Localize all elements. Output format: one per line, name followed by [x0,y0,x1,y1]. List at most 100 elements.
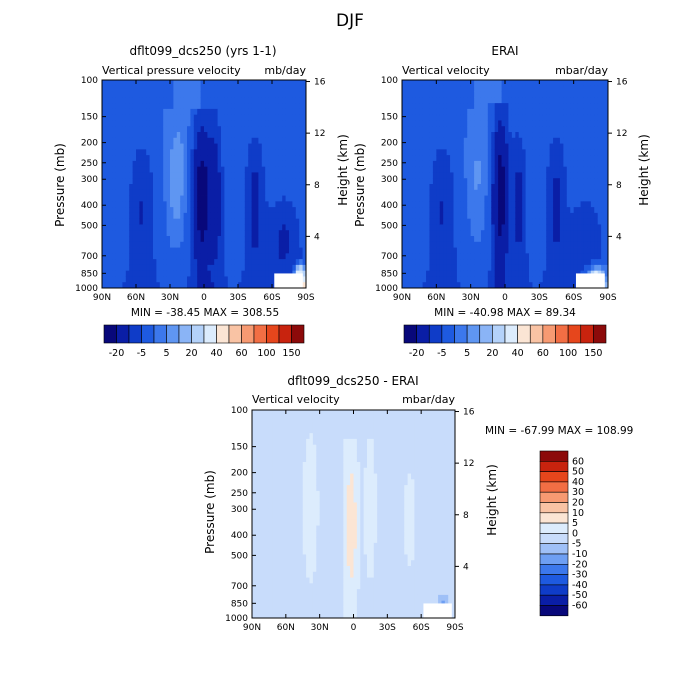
heatmap-cell [470,224,475,231]
heatmap-cell [285,519,290,526]
heatmap-cell [522,126,526,133]
heatmap-cell [166,184,171,191]
heatmap-cell [258,502,263,509]
heatmap-cell [535,126,540,133]
heatmap-cell [594,178,599,185]
heatmap-cell [453,166,458,173]
heatmap-cell [426,108,430,116]
heatmap-cell [221,149,225,156]
heatmap-cell [450,201,454,208]
heatmap-cell [453,270,458,277]
heatmap-cell [258,467,263,474]
heatmap-cell [187,91,191,98]
heatmap-cell [231,114,235,121]
heatmap-cell [577,264,581,272]
heatmap-cell [197,126,201,133]
heatmap-cell [467,120,472,127]
heatmap-cell [415,132,420,139]
heatmap-cell [443,132,448,139]
heatmap-cell [494,247,499,254]
heatmap-cell [463,236,468,243]
heatmap-cell [187,259,191,266]
heatmap-cell [183,108,188,116]
heatmap-cell [556,195,561,202]
heatmap-cell [272,571,277,578]
heatmap-cell [498,160,502,168]
heatmap-cell [295,583,300,590]
heatmap-cell [539,253,544,260]
heatmap-cell [258,282,263,289]
heatmap-cell [467,264,472,272]
heatmap-cell [477,97,482,104]
heatmap-cell [180,218,184,225]
heatmap-cell [415,108,420,116]
heatmap-cell [180,282,184,289]
heatmap-cell [539,212,544,220]
heatmap-cell [176,195,181,202]
heatmap-cell [207,189,212,196]
heatmap-cell [122,207,127,214]
heatmap-cell [204,201,208,208]
heatmap-cell [505,143,509,150]
heatmap-cell [265,114,269,121]
heatmap-cell [252,473,256,480]
heatmap-cell [227,224,232,231]
heatmap-cell [285,502,290,509]
heatmap-cell [501,207,506,214]
heatmap-cell [278,172,283,179]
heatmap-cell [432,155,437,162]
heatmap-cell [484,149,489,156]
heatmap-cell [163,270,167,277]
heatmap-cell [601,236,605,243]
heatmap-cell [231,103,235,110]
heatmap-cell [601,218,605,225]
heatmap-cell [207,143,212,150]
heatmap-cell [248,230,252,237]
heatmap-cell [132,120,137,127]
heatmap-cell [279,606,283,613]
heatmap-cell [163,126,167,133]
heatmap-cell [426,195,430,202]
heatmap-cell [580,241,585,248]
heatmap-cell [487,270,492,277]
heatmap-cell [248,143,252,150]
heatmap-cell [227,230,232,237]
heatmap-cell [539,137,544,144]
heatmap-cell [577,80,581,87]
heatmap-cell [546,103,551,110]
heatmap-cell [508,276,513,283]
heatmap-cell [187,264,191,272]
heatmap-cell [170,282,174,289]
heatmap-cell [262,514,266,521]
heatmap-cell [193,85,198,92]
heatmap-cell [159,230,164,237]
heatmap-cell [238,143,242,150]
heatmap-cell [159,189,164,196]
heatmap-cell [546,195,551,202]
heatmap-cell [470,97,475,104]
heatmap-cell [200,149,205,156]
heatmap-cell [532,264,537,272]
heatmap-cell [279,519,283,526]
heatmap-cell [511,172,516,179]
heatmap-cell [436,85,441,92]
heatmap-cell [419,247,423,254]
heatmap-cell [251,230,256,237]
heatmap-cell [187,241,191,248]
heatmap-cell [525,126,530,133]
heatmap-cell [163,201,167,208]
heatmap-cell [573,172,578,179]
heatmap-cell [491,108,496,116]
heatmap-cell [580,137,585,144]
heatmap-cell [295,421,300,428]
heatmap-cell [508,132,513,139]
heatmap-cell [258,276,263,283]
heatmap-cell [221,264,225,272]
heatmap-cell [146,178,150,185]
heatmap-cell [532,230,537,237]
heatmap-cell [231,207,235,214]
heatmap-cell [412,160,417,168]
heatmap-cell [487,184,492,191]
heatmap-cell [429,143,434,150]
heatmap-cell [556,259,561,266]
